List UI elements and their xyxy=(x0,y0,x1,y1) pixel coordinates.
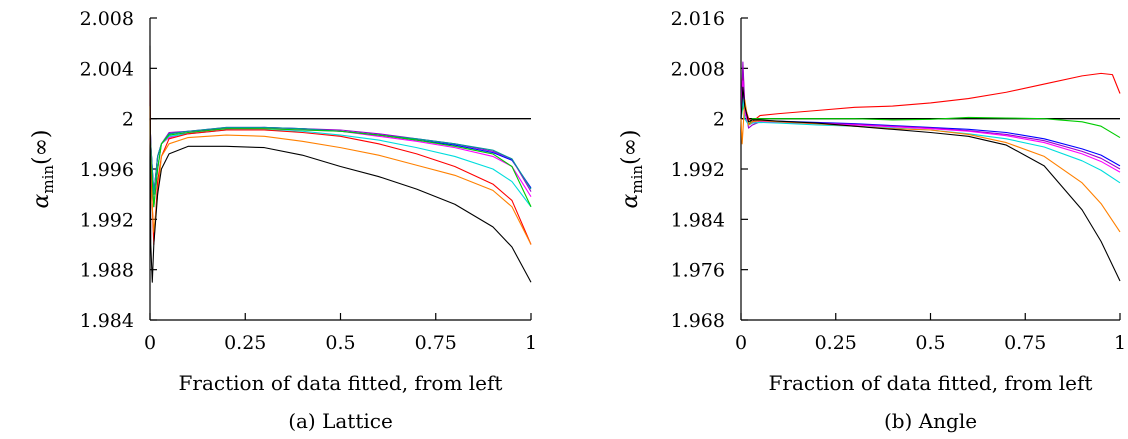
y-tick-label: 1.988 xyxy=(80,260,134,282)
x-tick-label: 0 xyxy=(735,332,747,354)
series-line-4 xyxy=(740,80,1121,173)
series-line-8 xyxy=(149,45,532,283)
y-tick-label: 1.996 xyxy=(80,159,134,181)
y-tick-label: 2.016 xyxy=(671,8,725,30)
x-tick-label: 0.5 xyxy=(325,332,355,354)
y-tick-label: 1.984 xyxy=(671,209,725,231)
y-tick-label: 1.976 xyxy=(671,260,725,282)
x-axis-label: Fraction of data fitted, from left xyxy=(179,371,503,395)
series-line-3 xyxy=(740,61,1121,170)
x-tick-label: 1 xyxy=(1114,332,1126,354)
series-line-7 xyxy=(740,86,1121,282)
x-tick-label: 1 xyxy=(525,332,537,354)
series-line-5 xyxy=(149,118,532,208)
panel-caption: (b) Angle xyxy=(884,409,977,433)
y-axis-label: αmin(∞) xyxy=(29,129,57,208)
x-tick-label: 0 xyxy=(144,332,156,354)
panel-angle: 1.968 1.976 1.984 1.992 2 2.008 2.016 0 0.25 0.5 0… xyxy=(618,8,1126,433)
y-axis-label: αmin(∞) xyxy=(618,129,646,208)
y-tick-label: 1.992 xyxy=(80,209,134,231)
y-tick-label: 1.992 xyxy=(671,159,725,181)
y-tick-label: 2 xyxy=(713,109,725,131)
y-axis-label-suffix: (∞) xyxy=(29,129,54,165)
x-axis-label: Fraction of data fitted, from left xyxy=(769,371,1093,395)
y-tick-label: 1.984 xyxy=(80,310,134,332)
x-tick-label: 0.25 xyxy=(224,332,266,354)
y-tick-label: 2.008 xyxy=(671,58,725,80)
y-tick-label: 2 xyxy=(122,109,134,131)
series-line-3 xyxy=(149,118,532,195)
panel-caption: (a) Lattice xyxy=(288,409,393,433)
y-axis-label-suffix: (∞) xyxy=(618,129,643,165)
y-axis-label-sub: min xyxy=(39,165,57,194)
y-axis-label-main: α xyxy=(618,194,643,209)
x-tick-label: 0.5 xyxy=(915,332,945,354)
x-tick-label: 0.75 xyxy=(415,332,457,354)
y-tick-label: 2.004 xyxy=(80,58,134,80)
x-tick-label: 0.25 xyxy=(815,332,857,354)
x-tick-label: 0.75 xyxy=(1004,332,1046,354)
y-tick-label: 2.008 xyxy=(80,8,134,30)
panel-lattice: 1.984 1.988 1.992 1.996 2 2.004 2.008 0 0.25 0.5 0… xyxy=(29,8,537,433)
y-axis-label-sub: min xyxy=(628,165,646,194)
series-line-0 xyxy=(740,67,1121,123)
y-tick-label: 1.968 xyxy=(671,310,725,332)
y-axis-label-main: α xyxy=(29,194,54,209)
